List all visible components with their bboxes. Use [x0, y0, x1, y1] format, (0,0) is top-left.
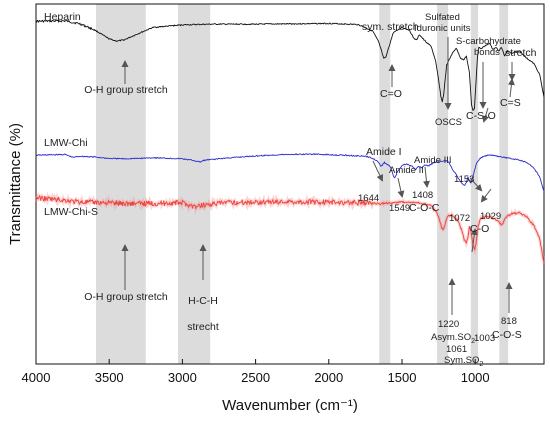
annotation-asym-so2: Asym.SO2 [431, 332, 475, 345]
annotation-arrows [121, 37, 516, 315]
annotation-arrow-16 [470, 228, 478, 253]
annotation-c-o-s: C-O-S [492, 329, 522, 341]
annotation-1061: 1061 [446, 344, 467, 355]
shaded-band-1 [178, 4, 211, 364]
annotation-sym-so2: Sym.SO2 [444, 355, 483, 368]
shaded-band-3 [437, 4, 449, 364]
x-tick-label-3500: 3500 [95, 370, 124, 385]
annotation-arrow-12 [397, 177, 405, 198]
annotation-c-o-double: C=O [380, 88, 402, 100]
series-label-lmw-chi-s: LMW-Chi-S [44, 206, 98, 218]
series-line-lmw-chi-s [35, 195, 545, 264]
spectra-series [34, 19, 546, 264]
x-tick-label-2000: 2000 [314, 370, 343, 385]
x-axis-title: Wavenumber (cm⁻¹) [222, 397, 358, 414]
annotation-arrow-6 [482, 107, 489, 123]
annotation-oscs: OSCS [435, 117, 462, 128]
series-label-heparin: Heparin [44, 11, 81, 23]
annotation-1644: 1644 [358, 193, 379, 204]
annotation-arrow-11 [372, 160, 384, 182]
x-tick-label-3000: 3000 [168, 370, 197, 385]
shaded-bands [96, 4, 509, 364]
shaded-band-0 [96, 4, 146, 364]
annotation-hch: H-C-H [188, 295, 218, 307]
series-line-lmw-chi [35, 153, 545, 192]
annotation-stretch: stretch [505, 47, 537, 59]
annotation-1072: 1072 [449, 213, 470, 224]
series-line-heparin [35, 19, 545, 111]
shaded-band-2 [379, 4, 391, 364]
plot-frame [35, 3, 545, 365]
x-tick-label-1500: 1500 [388, 370, 417, 385]
annotation-arrow-5 [507, 78, 515, 98]
annotation-iduronic-units: Iduronic units [414, 23, 471, 34]
annotation-arrow-13 [422, 166, 430, 188]
annotation-sulfated: Sulfated [425, 12, 460, 23]
annotation-c-s-double: C=S [500, 97, 521, 109]
y-axis-title: Transmittance (%) [7, 123, 24, 245]
annotation-strecht: strecht [187, 321, 219, 333]
series-label-lmw-chi: LMW-Chi [44, 137, 88, 149]
annotation-sym-stretch-label: sym. stretch [362, 21, 419, 33]
annotation-amide-i: Amide I [366, 146, 402, 158]
annotation-1153: 1153 [454, 174, 474, 185]
annotation-amide-iii: Amide III [414, 155, 452, 166]
annotation-818: 818 [501, 316, 517, 327]
annotation-s-carbohydrate: S-carbohydrate [456, 36, 521, 47]
shaded-band-5 [499, 4, 509, 364]
annotation-1029: 1029 [480, 211, 501, 222]
annotation-arrow-15 [480, 188, 492, 203]
annotation-amide-ii: Amide II [389, 165, 424, 176]
annotation-bonds: bonds [474, 47, 500, 58]
annotation-1408: 1408 [412, 190, 433, 201]
x-tick-label-1000: 1000 [461, 370, 490, 385]
annotation-c-o-c: C-O-C [409, 202, 440, 214]
annotation-1549: 1549 [389, 203, 410, 214]
annotation-c-s-o: C-S-O [466, 110, 496, 122]
x-tick-label-2500: 2500 [241, 370, 270, 385]
annotation-arrow-14 [469, 177, 483, 192]
shaded-band-4 [470, 4, 479, 364]
x-tick-label-4000: 4000 [22, 370, 51, 385]
annotation-1220: 1220 [438, 319, 459, 330]
series-halo-lmw-chi-s [34, 191, 546, 264]
annotation-oh-stretch-lmw-chi-s: O-H group stretch [84, 291, 168, 303]
annotation-oh-stretch-heparin: O-H group stretch [84, 84, 168, 96]
annotation-1003: 1003 [474, 333, 495, 344]
x-axis-ticks: 4000 3500 3000 2500 2000 1500 1000 [22, 359, 490, 385]
annotation-c-o: C-O [470, 223, 489, 235]
